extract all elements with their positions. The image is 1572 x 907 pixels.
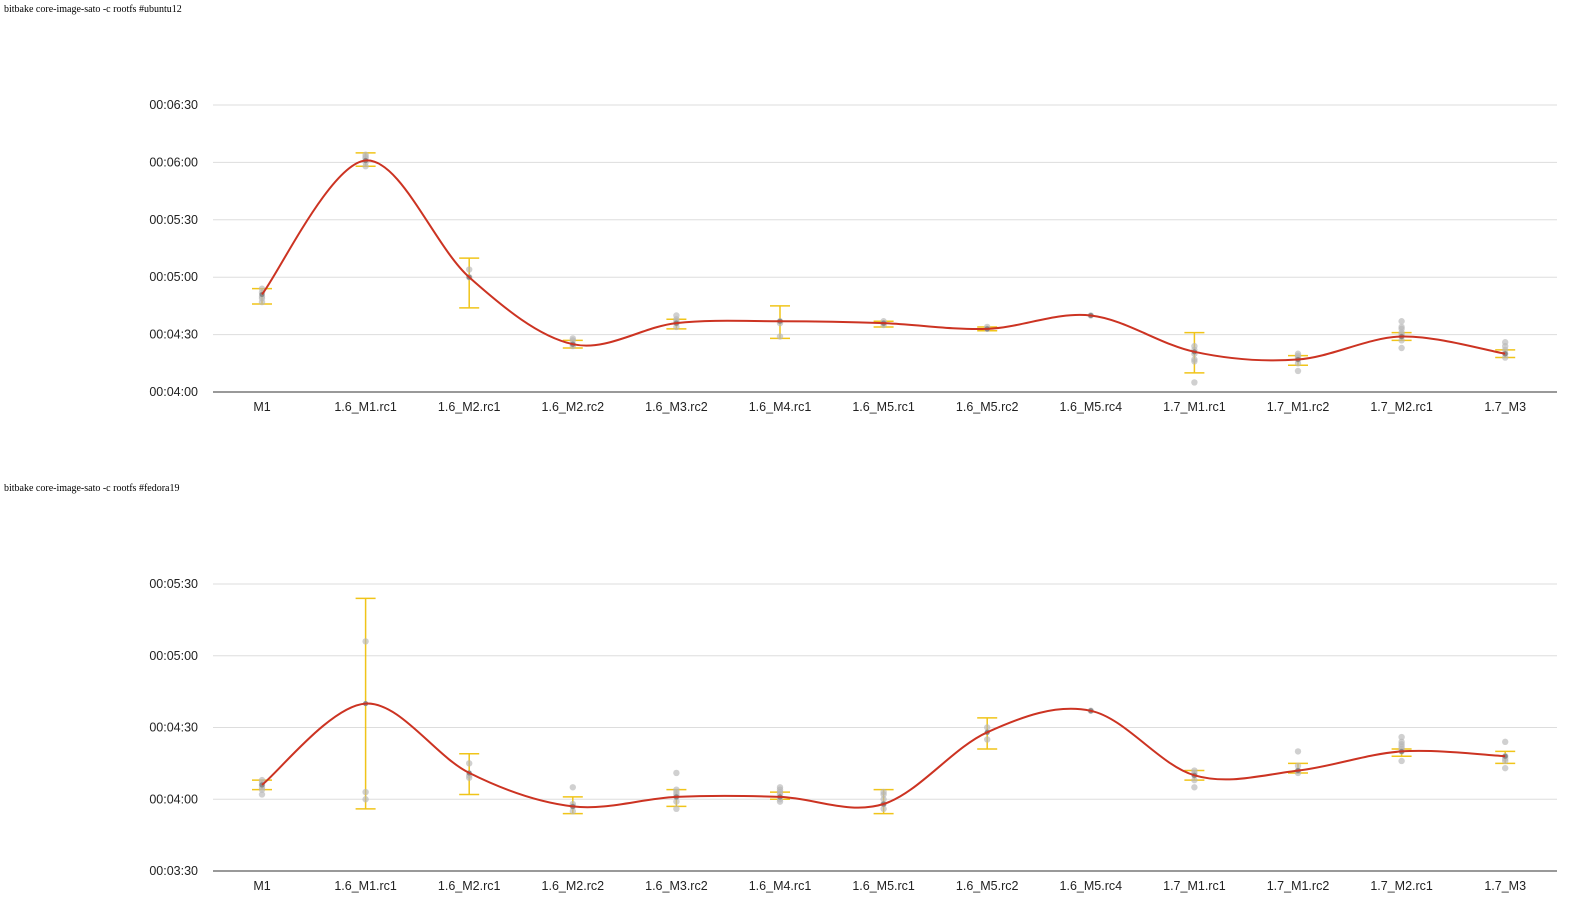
sample-point	[880, 805, 887, 813]
x-tick-label: 1.7_M1.rc1	[1163, 879, 1226, 893]
x-tick-label: 1.6_M5.rc2	[956, 879, 1019, 893]
sample-point	[673, 312, 680, 319]
chart-title: bitbake core-image-sato -c rootfs #ubunt…	[4, 4, 182, 15]
y-tick-label: 00:06:00	[149, 155, 198, 169]
x-tick-label: 1.6_M5.rc2	[956, 400, 1019, 414]
sample-point	[673, 805, 680, 813]
sample-point	[258, 776, 266, 784]
sample-point	[1191, 358, 1198, 365]
sample-point	[362, 796, 369, 803]
sample-point	[880, 796, 887, 803]
sample-point	[984, 736, 991, 743]
x-tick-label: 1.7_M1.rc2	[1267, 879, 1330, 893]
x-tick-label: M1	[253, 879, 270, 893]
x-tick-label: 1.6_M3.rc2	[645, 879, 708, 893]
y-tick-label: 00:04:00	[149, 385, 198, 399]
sample-point	[1398, 344, 1405, 352]
x-tick-label: 1.6_M4.rc1	[749, 879, 812, 893]
sample-point	[1502, 764, 1509, 772]
sample-point	[1398, 337, 1405, 344]
sample-point	[258, 285, 266, 292]
sample-point	[673, 769, 680, 777]
sample-point	[673, 323, 680, 331]
x-tick-label: 1.7_M2.rc1	[1370, 879, 1433, 893]
y-tick-label: 00:05:00	[149, 649, 198, 663]
sample-point	[362, 638, 369, 645]
x-tick-label: 1.6_M2.rc2	[542, 400, 605, 414]
sample-point	[258, 298, 266, 306]
sample-point	[1502, 757, 1509, 765]
x-tick-label: 1.6_M4.rc1	[749, 400, 812, 414]
sample-point	[466, 760, 473, 767]
y-tick-label: 00:05:00	[149, 270, 198, 284]
chart-fedora19: 00:03:30 00:04:00 00:04:30 00:05:00 00:05:30…	[149, 577, 1557, 893]
x-tick-label: 1.7_M1.rc2	[1267, 400, 1330, 414]
sample-point	[984, 724, 991, 731]
mean-point	[1502, 351, 1508, 357]
x-tick-label: 1.7_M2.rc1	[1370, 400, 1433, 414]
chart-title: bitbake core-image-sato -c rootfs #fedor…	[4, 483, 180, 494]
sample-point	[1502, 354, 1509, 361]
sample-point	[1502, 738, 1509, 746]
series-line	[261, 159, 1506, 362]
sample-point	[1398, 318, 1405, 325]
x-tick-label: 1.6_M2.rc1	[438, 400, 501, 414]
x-tick-label: 1.7_M1.rc1	[1163, 400, 1226, 414]
sample-point	[1191, 776, 1198, 784]
y-tick-label: 00:06:30	[149, 98, 198, 112]
y-tick-label: 00:04:00	[149, 792, 198, 806]
y-tick-label: 00:04:30	[149, 328, 198, 342]
sample-point	[673, 788, 680, 796]
x-tick-label: M1	[253, 400, 270, 414]
sample-point	[569, 808, 576, 815]
chart-ubuntu12: 00:04:00 00:04:30 00:05:00 00:05:30 00:06:00…	[149, 98, 1557, 414]
sample-point	[1294, 762, 1302, 769]
sample-point	[673, 798, 680, 805]
sample-point	[1502, 339, 1509, 346]
sample-point	[1398, 323, 1405, 331]
sample-point	[258, 786, 266, 793]
sample-point	[1294, 350, 1302, 357]
x-tick-label: 1.6_M5.rc1	[852, 879, 915, 893]
sample-point	[1398, 733, 1405, 741]
sample-point	[466, 266, 473, 273]
y-tick-label: 00:05:30	[149, 213, 198, 227]
sample-point	[1398, 741, 1405, 748]
sample-point	[776, 798, 784, 805]
sample-point	[466, 774, 473, 781]
sample-point	[1398, 757, 1405, 765]
x-tick-label: 1.6_M2.rc2	[542, 879, 605, 893]
sample-point	[362, 788, 369, 796]
sample-point	[880, 791, 887, 798]
y-tick-label: 00:04:30	[149, 721, 198, 735]
sample-point	[776, 786, 784, 793]
y-tick-label: 00:03:30	[149, 864, 198, 878]
x-tick-label: 1.6_M2.rc1	[438, 879, 501, 893]
sample-point	[776, 333, 784, 340]
y-tick-label: 00:05:30	[149, 577, 198, 591]
x-tick-label: 1.6_M5.rc1	[852, 400, 915, 414]
sample-point	[1191, 784, 1198, 791]
sample-point	[569, 335, 576, 342]
sample-point	[1191, 379, 1198, 386]
sample-point	[258, 791, 266, 798]
x-tick-label: 1.6_M5.rc4	[1060, 879, 1123, 893]
sample-point	[569, 784, 576, 791]
sample-point	[1294, 367, 1302, 375]
x-tick-label: 1.6_M3.rc2	[645, 400, 708, 414]
x-tick-label: 1.6_M1.rc1	[334, 400, 397, 414]
x-tick-label: 1.7_M3	[1484, 400, 1526, 414]
sample-point	[1294, 748, 1302, 755]
sample-point	[1294, 360, 1302, 367]
x-tick-label: 1.6_M1.rc1	[334, 879, 397, 893]
x-tick-label: 1.6_M5.rc4	[1060, 400, 1123, 414]
series-line	[261, 702, 1506, 809]
x-tick-label: 1.7_M3	[1484, 879, 1526, 893]
